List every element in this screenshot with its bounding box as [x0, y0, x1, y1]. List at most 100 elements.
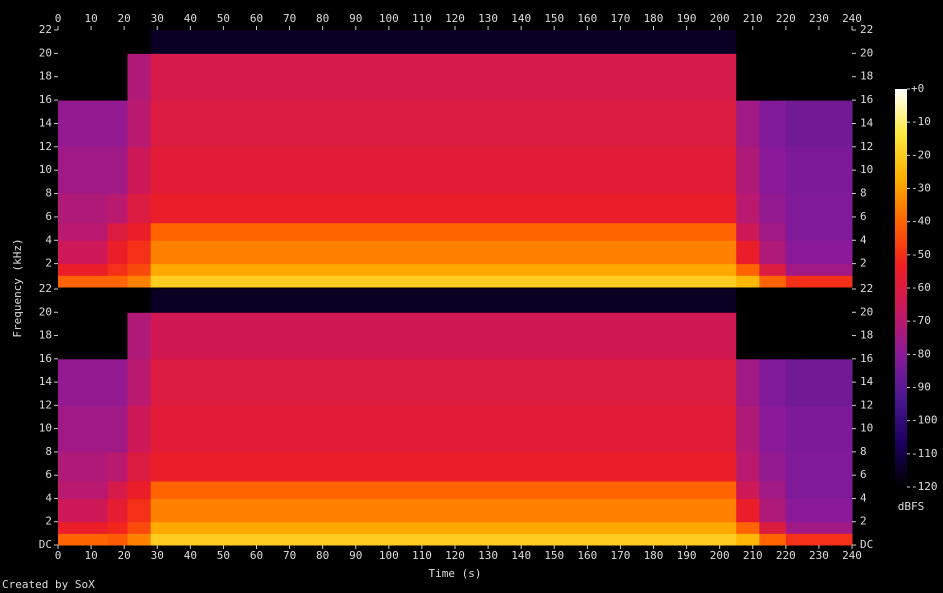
x-tick-label: 230 — [809, 12, 829, 25]
heat-cell — [736, 405, 760, 453]
y-tick-label: 16 — [39, 352, 52, 365]
heat-cell — [785, 358, 853, 406]
heat-cell — [785, 533, 853, 546]
x-tick-label: 170 — [610, 12, 630, 25]
y-tick-label: 18 — [860, 329, 873, 342]
heat-cell — [127, 521, 152, 534]
heat-cell — [736, 263, 760, 276]
heat-cell — [785, 312, 853, 360]
y-tick-label: 4 — [45, 491, 52, 504]
heat-cell — [150, 481, 737, 499]
colorbar-tick-label: -70 — [911, 314, 931, 327]
y-tick-label: 12 — [39, 140, 52, 153]
y-tick-label: 20 — [860, 305, 873, 318]
x-tick-label: 50 — [217, 12, 230, 25]
x-tick-label: 110 — [412, 12, 432, 25]
y-tick-label: 8 — [860, 187, 867, 200]
x-tick-label: 120 — [445, 549, 465, 562]
x-tick-label: 60 — [250, 12, 263, 25]
y-tick-label: 2 — [45, 257, 52, 270]
heat-cell — [107, 193, 128, 224]
heat-cell — [759, 193, 787, 224]
y-tick-label: 20 — [39, 46, 52, 59]
colorbar-label: dBFS — [898, 500, 925, 513]
x-tick-label: 170 — [610, 549, 630, 562]
x-tick-label: 200 — [710, 12, 730, 25]
heat-cell — [127, 405, 152, 453]
heat-cell — [107, 53, 128, 101]
heat-cell — [736, 498, 760, 523]
y-tick-label: 2 — [860, 257, 867, 270]
heat-cell — [58, 498, 109, 523]
heat-cell — [58, 289, 109, 313]
heat-cell — [127, 30, 152, 54]
x-tick-label: 110 — [412, 549, 432, 562]
y-axis-label: Frequency (kHz) — [11, 238, 24, 337]
heat-cell — [127, 289, 152, 313]
x-tick-label: 230 — [809, 549, 829, 562]
heat-cell — [127, 263, 152, 276]
x-tick-label: 200 — [710, 549, 730, 562]
heat-cell — [107, 481, 128, 499]
x-tick-label: 0 — [55, 549, 62, 562]
heat-cell — [150, 289, 737, 313]
heat-cell — [759, 289, 787, 313]
credit: Created by SoX — [2, 578, 95, 591]
heat-cell — [58, 100, 109, 148]
heat-cell — [785, 53, 853, 101]
y-tick-label: 16 — [860, 352, 873, 365]
heat-cell — [107, 146, 128, 195]
colorbar-tick-label: -30 — [911, 182, 931, 195]
x-tick-label: 140 — [511, 549, 531, 562]
x-tick-label: 210 — [743, 549, 763, 562]
heat-cell — [759, 30, 787, 54]
y-tick-label: 14 — [860, 116, 874, 129]
y-tick-label: 18 — [860, 70, 873, 83]
heat-cell — [736, 30, 760, 54]
x-tick-label: 40 — [184, 12, 197, 25]
heat-cell — [785, 289, 853, 313]
x-tick-label: 150 — [544, 549, 564, 562]
colorbar-tick-label: -10 — [911, 115, 931, 128]
heat-cell — [107, 240, 128, 265]
x-tick-label: 30 — [151, 549, 164, 562]
heat-cell — [785, 498, 853, 523]
heat-cell — [58, 53, 109, 101]
y-tick-label: 6 — [860, 210, 867, 223]
x-tick-label: 220 — [776, 12, 796, 25]
heat-cell — [58, 222, 109, 241]
heat-cell — [785, 240, 853, 265]
y-tick-label: 18 — [39, 70, 52, 83]
heat-cell — [736, 222, 760, 241]
y-tick-label: 10 — [39, 422, 52, 435]
x-tick-label: 70 — [283, 12, 296, 25]
heat-cell — [127, 358, 152, 406]
heat-cell — [58, 521, 109, 534]
x-tick-label: 80 — [316, 549, 329, 562]
heat-cell — [58, 240, 109, 265]
heat-cell — [785, 521, 853, 534]
heat-cell — [150, 312, 737, 360]
y-tick-label: 6 — [45, 210, 52, 223]
heat-cell — [127, 533, 152, 546]
heat-cell — [759, 498, 787, 523]
heat-cell — [150, 275, 737, 288]
heat-cell — [150, 30, 737, 54]
heat-cell — [150, 240, 737, 265]
heat-cell — [736, 100, 760, 148]
heat-cell — [127, 312, 152, 360]
y-tick-label: 6 — [45, 468, 52, 481]
heat-cell — [107, 358, 128, 406]
heat-cell — [150, 498, 737, 523]
y-tick-label: 10 — [860, 163, 873, 176]
y-tick-label: 8 — [45, 187, 52, 200]
x-tick-label: 10 — [84, 12, 97, 25]
heat-cell — [736, 451, 760, 482]
x-tick-label: 160 — [577, 12, 597, 25]
heat-cell — [759, 358, 787, 406]
heat-cell — [58, 481, 109, 499]
heat-cell — [736, 53, 760, 101]
x-tick-label: 130 — [478, 12, 498, 25]
colorbar-tick-label: -90 — [911, 381, 931, 394]
x-tick-label: 40 — [184, 549, 197, 562]
